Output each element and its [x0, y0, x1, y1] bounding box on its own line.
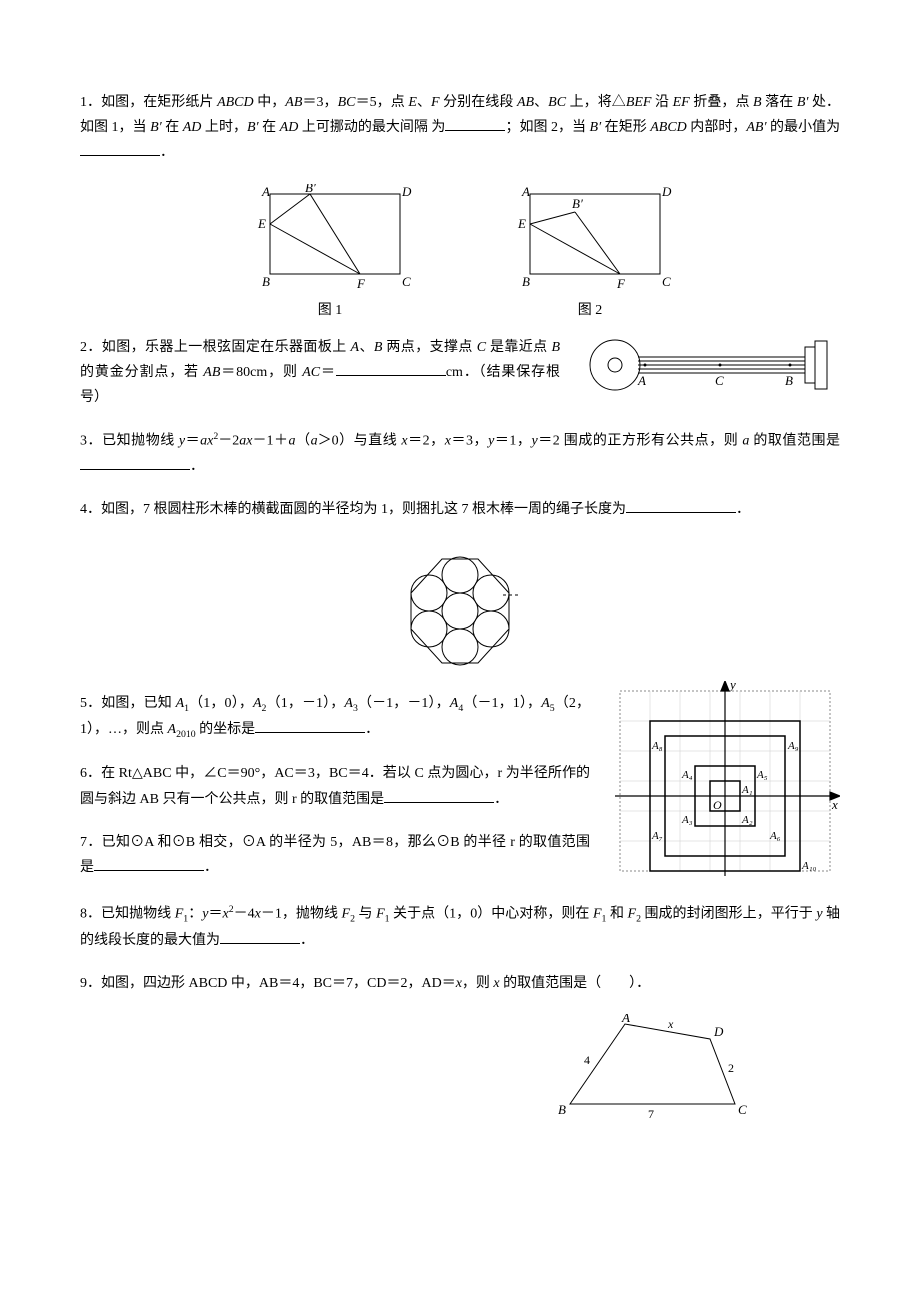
- p4-fig: [80, 541, 840, 681]
- svg-text:O: O: [713, 798, 722, 812]
- svg-text:B′: B′: [305, 184, 316, 195]
- p2-blank: [336, 361, 446, 376]
- p2-fig: A C B: [580, 335, 840, 395]
- svg-text:F: F: [616, 276, 626, 291]
- problem-4: 4．如图，7 根圆柱形木棒的横截面圆的半径均为 1，则捆扎这 7 根木棒一周的绳…: [80, 497, 840, 522]
- svg-text:4: 4: [584, 1053, 590, 1067]
- p1-cap2: 图 2: [500, 298, 680, 323]
- svg-text:F: F: [356, 276, 366, 291]
- problem-3: 3．已知抛物线 y＝ax2－2ax－1＋a（a＞0）与直线 x＝2，x＝3，y＝…: [80, 428, 840, 479]
- p1-ABCD: ABCD: [217, 95, 254, 110]
- svg-text:x: x: [831, 797, 838, 812]
- p5-fig: y x O A₁ A₂ A₃ A₄ A₅ A₆ A₇ A₈ A₉ A₁₀: [610, 681, 840, 901]
- svg-text:A₈: A₈: [651, 740, 663, 752]
- svg-text:C: C: [662, 274, 671, 289]
- svg-text:B′: B′: [572, 196, 583, 211]
- svg-text:A: A: [521, 184, 530, 199]
- svg-text:A: A: [261, 184, 270, 199]
- p1-fig2-svg: A B′ D E B F C: [500, 184, 680, 294]
- svg-text:y: y: [728, 681, 736, 692]
- p6-blank: [384, 788, 494, 803]
- p1-text: 1．如图，在矩形纸片: [80, 95, 217, 110]
- problem-2: A C B 2．如图，乐器上一根弦固定在乐器面板上 A、B 两点，支撑点 C 是…: [80, 335, 840, 411]
- svg-text:B: B: [262, 274, 270, 289]
- svg-text:A₃: A₃: [681, 814, 693, 826]
- p1-fig2: A B′ D E B F C 图 2: [500, 184, 680, 323]
- svg-text:E: E: [517, 216, 526, 231]
- p1-figures: A B′ D E B F C 图 1 A B′ D E B F C 图 2: [80, 184, 840, 323]
- p4-fig-svg: [385, 541, 535, 681]
- svg-text:A₅: A₅: [756, 769, 768, 781]
- p1-blank2: [80, 141, 160, 156]
- problem-8: 8．已知抛物线 F1：y＝x2－4x－1，抛物线 F2 与 F1 关于点（1，0…: [80, 901, 840, 953]
- problem-9: 9．如图，四边形 ABCD 中，AB＝4，BC＝7，CD＝2，AD＝x，则 x …: [80, 971, 840, 996]
- svg-text:A₁: A₁: [741, 784, 753, 796]
- svg-text:A₉: A₉: [787, 740, 799, 752]
- svg-text:C: C: [715, 373, 724, 388]
- svg-text:7: 7: [648, 1107, 654, 1121]
- svg-text:A₆: A₆: [769, 830, 781, 842]
- p4-blank: [626, 498, 736, 513]
- svg-text:A₂: A₂: [741, 814, 753, 826]
- svg-text:A₁₀: A₁₀: [801, 860, 817, 872]
- p1-fig1-svg: A B′ D E B F C: [240, 184, 420, 294]
- svg-text:D: D: [661, 184, 672, 199]
- svg-text:E: E: [257, 216, 266, 231]
- p7-blank: [94, 856, 204, 871]
- p1-cap1: 图 1: [240, 298, 420, 323]
- svg-text:C: C: [738, 1102, 747, 1117]
- svg-text:x: x: [667, 1017, 674, 1031]
- svg-text:A₇: A₇: [651, 830, 663, 842]
- svg-text:2: 2: [728, 1061, 734, 1075]
- p8-blank: [220, 929, 300, 944]
- svg-text:B: B: [558, 1102, 566, 1117]
- p1-fig1: A B′ D E B F C 图 1: [240, 184, 420, 323]
- svg-text:B: B: [785, 373, 793, 388]
- svg-text:A: A: [637, 373, 646, 388]
- svg-text:D: D: [401, 184, 412, 199]
- p3-blank: [80, 455, 190, 470]
- p9-fig-svg: A B C D 4 7 2 x: [540, 1014, 760, 1124]
- p5-blank: [255, 718, 365, 733]
- svg-text:A: A: [621, 1014, 630, 1025]
- svg-text:C: C: [402, 274, 411, 289]
- svg-text:A₄: A₄: [681, 769, 693, 781]
- p1-blank1: [445, 116, 505, 131]
- problem-1: 1．如图，在矩形纸片 ABCD 中，AB＝3，BC＝5，点 E、F 分别在线段 …: [80, 90, 840, 166]
- svg-text:B: B: [522, 274, 530, 289]
- svg-text:D: D: [713, 1024, 724, 1039]
- p9-fig: A B C D 4 7 2 x: [80, 1014, 840, 1124]
